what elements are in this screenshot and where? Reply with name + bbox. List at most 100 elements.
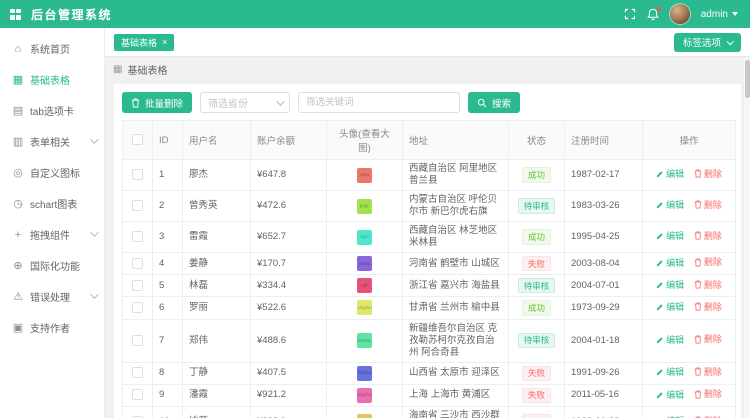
row-checkbox[interactable] — [132, 199, 143, 211]
cell-register-date: 2003-08-04 — [564, 251, 643, 276]
sidebar-item-7[interactable]: ⊕ 国际化功能 — [0, 250, 104, 281]
edit-button[interactable]: 编辑 — [656, 230, 684, 242]
sidebar-item-icon: ◎ — [13, 167, 23, 179]
sidebar-item-4[interactable]: ◎ 自定义图标 — [0, 157, 104, 188]
tab-basic-table[interactable]: 基础表格 × — [114, 33, 175, 51]
sidebar-item-0[interactable]: ⌂ 系统首页 — [0, 33, 104, 64]
row-checkbox[interactable] — [132, 367, 143, 379]
avatar-thumbnail[interactable]: degrfsd — [357, 387, 372, 403]
province-filter-select[interactable]: 筛选省份 — [200, 92, 291, 113]
cell-balance: ¥522.6 — [250, 296, 327, 320]
edit-button[interactable]: 编辑 — [656, 257, 684, 269]
search-button[interactable]: 搜索 — [468, 92, 521, 113]
cell-id: 8 — [152, 361, 183, 385]
sidebar-item-icon: ▣ — [12, 322, 24, 334]
edit-button[interactable]: 编辑 — [656, 168, 684, 180]
scrollbar-thumb[interactable] — [745, 60, 750, 98]
cell-balance: ¥170.7 — [250, 251, 327, 276]
sidebar-item-label: 支持作者 — [30, 324, 70, 335]
delete-button[interactable]: 删除 — [694, 301, 722, 313]
edit-button[interactable]: 编辑 — [656, 199, 684, 211]
avatar-thumbnail[interactable]: mertsc — [357, 333, 372, 349]
row-checkbox[interactable] — [132, 257, 143, 269]
brand: 后台管理系统 — [10, 6, 112, 23]
delete-button[interactable]: 删除 — [694, 333, 722, 345]
sidebar-item-9[interactable]: ▣ 支持作者 — [0, 312, 104, 343]
app-logo-grid-icon — [10, 8, 21, 20]
delete-button[interactable]: 删除 — [694, 199, 722, 211]
breadcrumb: ▦ 基础表格 — [113, 62, 742, 77]
fullscreen-icon[interactable] — [624, 8, 636, 20]
avatar-thumbnail[interactable]: mgeryue — [357, 414, 372, 418]
user-dropdown[interactable]: admin — [701, 9, 738, 20]
sidebar-item-3[interactable]: ▥ 表单相关 — [0, 126, 104, 157]
user-avatar[interactable] — [669, 4, 690, 24]
row-checkbox[interactable] — [132, 334, 143, 346]
edit-button[interactable]: 编辑 — [656, 334, 684, 346]
edit-label: 编辑 — [666, 302, 685, 313]
avatar-thumbnail[interactable]: gogr — [357, 198, 372, 214]
row-checkbox[interactable] — [132, 389, 143, 401]
cell-register-date: 1983-03-26 — [564, 190, 643, 222]
avatar-placeholder-text: gogr — [359, 203, 369, 208]
delete-button[interactable]: 删除 — [694, 168, 722, 180]
table-row: 10 姚芳 ¥828.9 mgeryue 海南省 三沙市 西沙群岛 失败 198… — [122, 405, 736, 418]
tag-options-button[interactable]: 标签选项 — [673, 32, 741, 52]
row-checkbox[interactable] — [132, 301, 143, 313]
delete-button[interactable]: 删除 — [694, 366, 722, 378]
column-header: 操作 — [642, 120, 736, 160]
batch-delete-button[interactable]: 批量删除 — [122, 92, 193, 113]
avatar-placeholder-text: njch — [360, 234, 369, 239]
avatar-thumbnail[interactable]: hfbdsa — [357, 365, 372, 381]
avatar-thumbnail[interactable]: afeap — [357, 256, 372, 272]
edit-button[interactable]: 编辑 — [656, 301, 684, 313]
sidebar-item-label: 表单相关 — [30, 138, 70, 149]
table-header-row: ID 用户名 账户余额 头像(查看大图) 地址 状态 注册时间 操作 — [122, 120, 736, 160]
page-body: ▦ 基础表格 批量删除 筛选省份 — [105, 57, 750, 418]
edit-button[interactable]: 编辑 — [656, 366, 684, 378]
sidebar-item-6[interactable]: + 拖拽组件 — [0, 219, 104, 250]
avatar-thumbnail[interactable]: njch — [357, 229, 372, 245]
edit-button[interactable]: 编辑 — [656, 415, 684, 418]
cell-id: 3 — [152, 221, 183, 253]
edit-button[interactable]: 编辑 — [656, 389, 684, 401]
status-badge: 待审核 — [517, 198, 556, 214]
bell-icon[interactable] — [647, 6, 661, 21]
sidebar-item-5[interactable]: ◷ schart图表 — [0, 188, 104, 219]
cell-address: 上海 上海市 黄浦区 — [402, 383, 509, 407]
row-checkbox[interactable] — [132, 168, 143, 180]
status-badge: 失败 — [521, 414, 551, 418]
sidebar-item-2[interactable]: ▤ tab选项卡 — [0, 95, 104, 126]
sidebar-item-label: 拖拽组件 — [30, 231, 70, 242]
avatar-placeholder-text: afeap — [358, 260, 371, 266]
cell-register-date: 1973-09-29 — [564, 296, 643, 320]
row-checkbox[interactable] — [132, 279, 143, 291]
delete-button[interactable]: 删除 — [694, 388, 722, 400]
delete-button[interactable]: 删除 — [694, 279, 722, 291]
select-all-checkbox[interactable] — [132, 134, 143, 146]
row-checkbox[interactable] — [132, 415, 143, 418]
keyword-filter-input[interactable] — [298, 92, 461, 113]
avatar-thumbnail[interactable]: cqfh — [357, 278, 372, 294]
edit-button[interactable]: 编辑 — [656, 279, 684, 291]
delete-button[interactable]: 删除 — [694, 256, 722, 268]
row-checkbox[interactable] — [132, 230, 143, 242]
delete-label: 删除 — [703, 168, 722, 179]
sidebar-item-8[interactable]: ⚠ 错误处理 — [0, 281, 104, 312]
cell-register-date: 2011-05-16 — [564, 383, 643, 407]
table-row: 7 郑伟 ¥488.6 mertsc 新疆维吾尔自治区 克孜勒苏柯尔克孜自治州 … — [122, 318, 736, 363]
cell-id: 9 — [152, 383, 183, 407]
delete-button[interactable]: 删除 — [694, 230, 722, 242]
avatar-thumbnail[interactable]: edta — [357, 167, 372, 183]
avatar-thumbnail[interactable]: smjdsn — [357, 300, 372, 316]
delete-label: 删除 — [704, 415, 722, 418]
delete-label: 删除 — [703, 199, 722, 210]
cell-register-date: 1987-02-17 — [564, 159, 643, 191]
tag-options-label: 标签选项 — [682, 38, 721, 49]
column-header: 用户名 — [182, 120, 251, 160]
tab-close-icon[interactable]: × — [162, 36, 168, 47]
delete-label: 删除 — [703, 279, 722, 290]
sidebar-item-icon: ▤ — [12, 105, 24, 117]
status-badge: 待审核 — [517, 332, 556, 349]
sidebar-item-1[interactable]: ▦ 基础表格 — [0, 64, 104, 95]
